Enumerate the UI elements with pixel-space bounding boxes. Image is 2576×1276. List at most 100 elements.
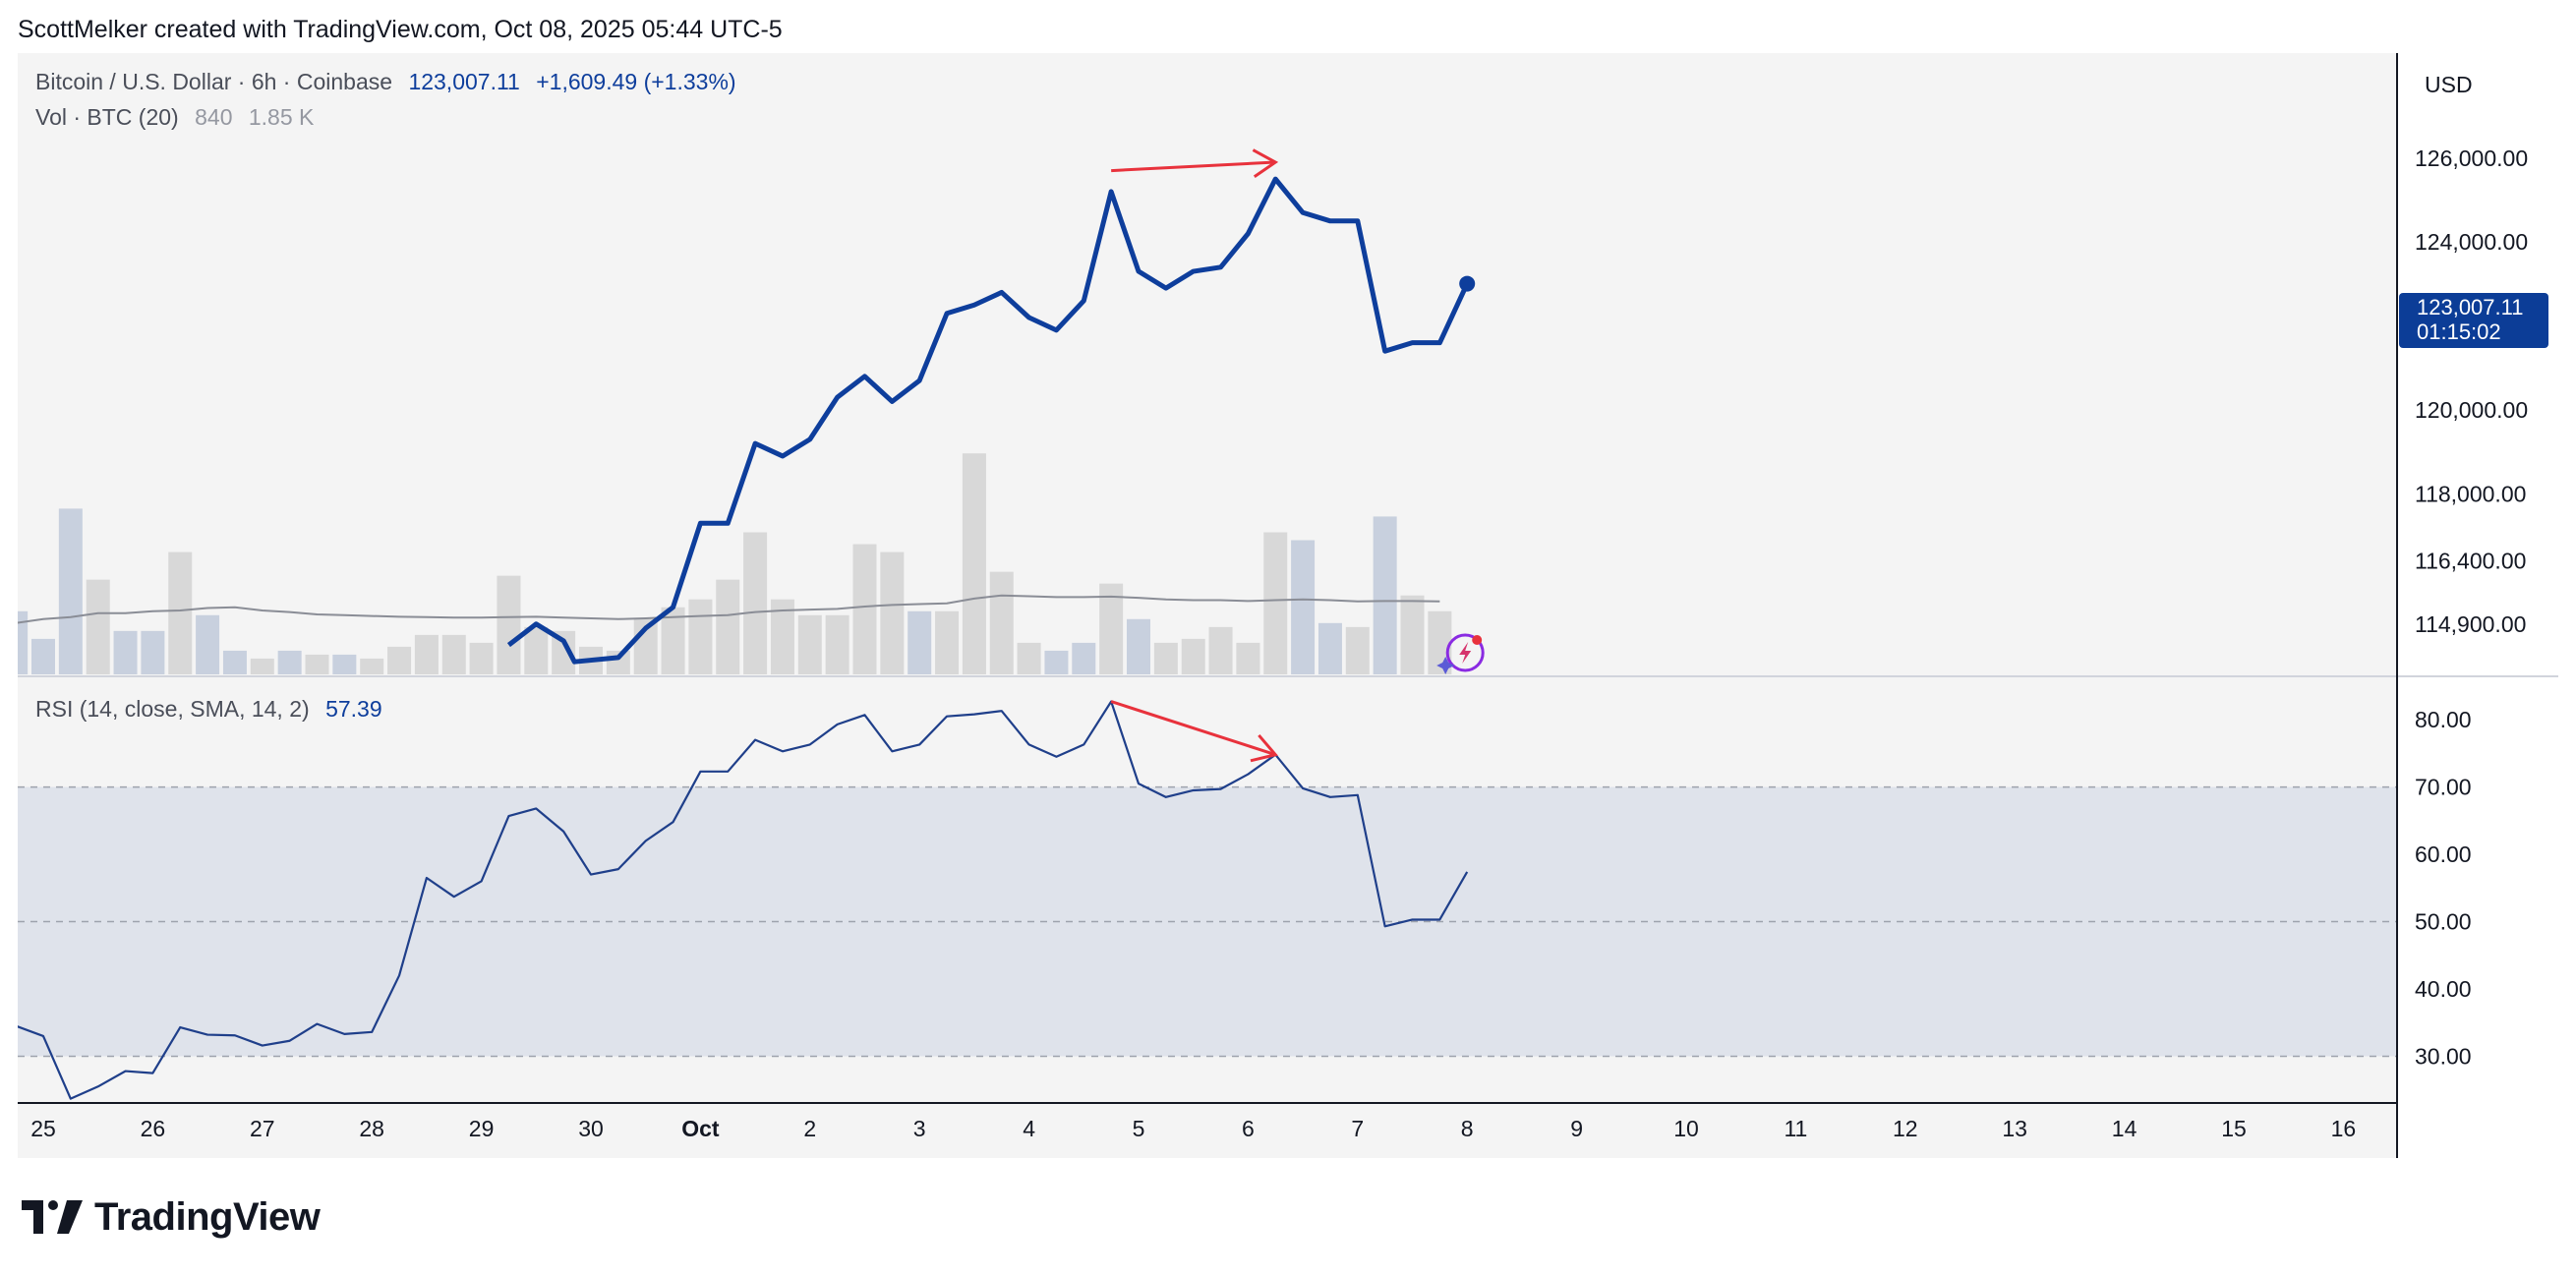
- chart-canvas[interactable]: 252627282930Oct2345678910111213141516128…: [18, 53, 2558, 1158]
- volume-bar: [880, 551, 905, 674]
- volume-legend: Vol · BTC (20) 840 1.85 K: [35, 104, 323, 131]
- rsi-tick-label: 50.00: [2415, 909, 2472, 935]
- time-tick-label: 5: [1133, 1116, 1145, 1141]
- volume-bar: [1127, 618, 1150, 674]
- price-tick-label: 126,000.00: [2415, 145, 2528, 171]
- time-tick-label: 27: [250, 1116, 275, 1141]
- time-tick-label: 9: [1570, 1116, 1583, 1141]
- price-tick-label: 114,900.00: [2415, 611, 2526, 637]
- rsi-tick-label: 70.00: [2415, 775, 2472, 800]
- volume-bar: [1208, 626, 1233, 674]
- volume-ma-line: [18, 594, 1440, 624]
- rsi-value: 57.39: [325, 696, 382, 722]
- last-price: 123,007.11: [408, 69, 520, 94]
- price-tag-value: 123,007.11: [2417, 295, 2524, 319]
- volume-bar: [113, 630, 138, 674]
- volume-bar: [989, 571, 1014, 674]
- volume-bar: [825, 614, 849, 674]
- volume-bar: [141, 630, 165, 674]
- chart-attribution: ScottMelker created with TradingView.com…: [18, 16, 783, 43]
- lightning-alert-icon[interactable]: [1436, 633, 1485, 674]
- volume-bar: [1072, 642, 1096, 674]
- rsi-legend: RSI (14, close, SMA, 14, 2) 57.39: [35, 696, 392, 723]
- rsi-tick-label: 80.00: [2415, 707, 2472, 732]
- volume-bar: [797, 614, 822, 674]
- volume-bar: [18, 610, 29, 674]
- volume-bar: [852, 544, 877, 674]
- volume-bar: [1291, 540, 1316, 674]
- rsi-label[interactable]: RSI (14, close, SMA, 14, 2): [35, 696, 310, 722]
- volume-bar: [1263, 532, 1288, 674]
- time-tick-label: 28: [359, 1116, 384, 1141]
- time-tick-label: 11: [1784, 1116, 1807, 1141]
- volume-bar: [688, 599, 713, 674]
- volume-bar: [196, 614, 220, 674]
- volume-bar: [414, 634, 439, 674]
- time-tick-label: 12: [1893, 1116, 1918, 1141]
- time-tick-label: 26: [141, 1116, 166, 1141]
- volume-bar: [250, 658, 274, 674]
- volume-ma-value: 1.85 K: [248, 104, 315, 130]
- currency-button[interactable]: USD: [2411, 59, 2545, 110]
- volume-bar: [387, 646, 412, 674]
- volume-bar: [277, 650, 302, 674]
- volume-value: 840: [195, 104, 233, 130]
- brand-name: TradingView: [94, 1194, 321, 1239]
- volume-bar: [1181, 638, 1205, 674]
- time-tick-label: 14: [2112, 1116, 2137, 1141]
- price-tag-countdown: 01:15:02: [2417, 319, 2501, 344]
- tradingview-logo-icon: [22, 1200, 83, 1234]
- price-arrow-annotation: [1111, 148, 1279, 178]
- volume-bar: [332, 654, 357, 674]
- volume-bar: [441, 634, 466, 674]
- volume-bar: [469, 642, 494, 674]
- time-tick-label: 16: [2331, 1116, 2357, 1141]
- time-tick-label: 29: [469, 1116, 495, 1141]
- price-line: [506, 176, 1470, 665]
- time-tick-label: 8: [1461, 1116, 1474, 1141]
- time-tick-label: 13: [2002, 1116, 2027, 1141]
- volume-bar: [1153, 642, 1178, 674]
- volume-bar: [86, 579, 110, 674]
- volume-bar: [1236, 642, 1260, 674]
- last-price-tag: 123,007.11 01:15:02: [2399, 293, 2548, 348]
- rsi-arrow-annotation: [1110, 700, 1278, 763]
- volume-bar: [743, 532, 768, 674]
- volume-bar: [935, 610, 960, 674]
- volume-bar: [1373, 516, 1397, 674]
- time-tick-label: 30: [578, 1116, 604, 1141]
- price-tick-label: 118,000.00: [2415, 481, 2526, 506]
- rsi-tick-label: 40.00: [2415, 976, 2472, 1002]
- volume-bar: [1400, 595, 1425, 674]
- symbol-label[interactable]: Bitcoin / U.S. Dollar · 6h · Coinbase: [35, 69, 393, 94]
- volume-bar: [497, 575, 521, 674]
- chart-frame[interactable]: 252627282930Oct2345678910111213141516128…: [18, 53, 2558, 1158]
- volume-bar: [962, 453, 986, 674]
- volume-label[interactable]: Vol · BTC (20): [35, 104, 179, 130]
- time-tick-label: 2: [803, 1116, 816, 1141]
- volume-bar: [1017, 642, 1041, 674]
- volume-bar: [360, 658, 384, 674]
- volume-bar: [770, 599, 794, 674]
- volume-bar: [716, 579, 740, 674]
- volume-bar: [222, 650, 247, 674]
- price-tick-label: 120,000.00: [2415, 397, 2528, 423]
- rsi-line: [18, 700, 1469, 1100]
- price-tick-label: 124,000.00: [2415, 229, 2528, 255]
- time-tick-label: 7: [1351, 1116, 1364, 1141]
- rsi-tick-label: 30.00: [2415, 1043, 2472, 1069]
- volume-bar: [168, 551, 193, 674]
- time-tick-label: 25: [30, 1116, 56, 1141]
- rsi-tick-label: 60.00: [2415, 841, 2472, 867]
- time-tick-label: 6: [1242, 1116, 1255, 1141]
- time-tick-label: 10: [1673, 1116, 1699, 1141]
- volume-bar: [907, 610, 932, 674]
- time-tick-label: 15: [2221, 1116, 2247, 1141]
- price-tick-label: 116,400.00: [2415, 549, 2526, 574]
- volume-bar: [1345, 626, 1370, 674]
- time-tick-label: 4: [1023, 1116, 1035, 1141]
- volume-bar: [524, 626, 549, 674]
- last-price-marker: [1459, 275, 1476, 292]
- brand[interactable]: TradingView: [22, 1193, 321, 1241]
- price-legend: Bitcoin / U.S. Dollar · 6h · Coinbase 12…: [35, 69, 746, 95]
